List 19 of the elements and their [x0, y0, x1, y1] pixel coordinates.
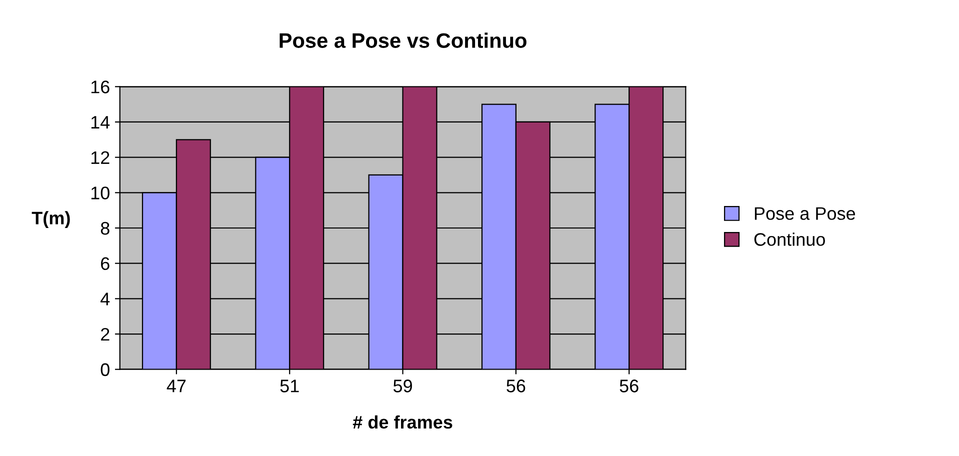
y-tick-label: 0 — [100, 363, 110, 376]
y-tick-label: 10 — [91, 186, 110, 200]
x-tick-label: 47 — [166, 380, 186, 392]
x-tick-label: 56 — [506, 380, 526, 392]
y-tick-label: 8 — [100, 222, 110, 235]
chart-title: Pose a Pose vs Continuo — [280, 32, 526, 48]
y-tick-label: 16 — [91, 80, 110, 94]
x-tick-label: 51 — [280, 380, 299, 392]
y-axis-title: T(m) — [32, 211, 70, 228]
y-tick-label: 6 — [101, 257, 110, 270]
y-tick-label: 12 — [91, 151, 110, 164]
x-tick-label: 56 — [620, 380, 638, 392]
x-axis-title: # de frames — [352, 415, 452, 429]
legend-label: Pose a Pose — [754, 207, 856, 220]
y-tick-label: 4 — [100, 292, 110, 306]
y-tick-label: 14 — [91, 116, 110, 129]
y-tick-label: 2 — [101, 328, 110, 341]
x-tick-label: 59 — [393, 380, 412, 392]
legend-label: Continuo — [754, 232, 825, 246]
